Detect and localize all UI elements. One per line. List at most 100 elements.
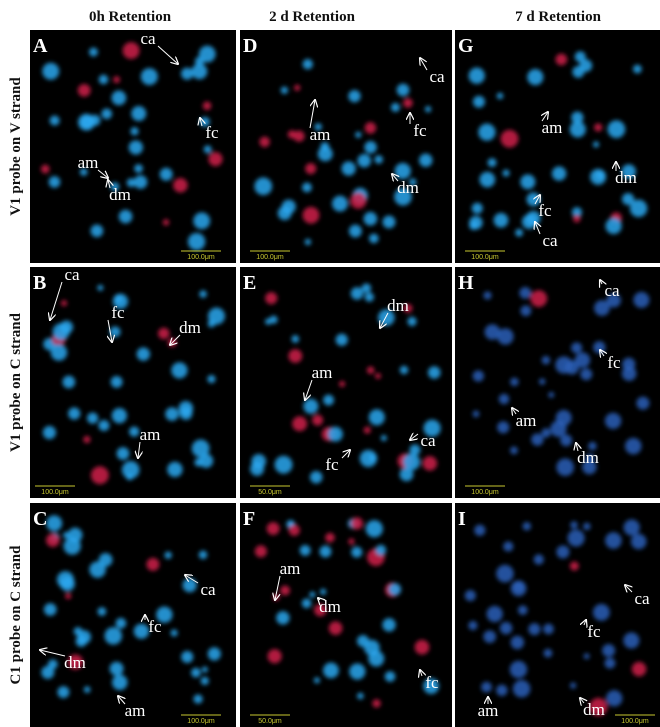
cell: [314, 123, 322, 131]
cell: [636, 396, 650, 410]
cell: [522, 522, 532, 531]
cell: [580, 368, 593, 381]
cell: [162, 219, 170, 226]
cell: [254, 177, 273, 196]
cell: [363, 426, 371, 434]
cell: [83, 435, 91, 444]
cell: [527, 69, 544, 86]
annotation: dm: [319, 597, 341, 616]
cell: [483, 291, 492, 300]
cell: [97, 284, 104, 291]
panel-letter: E: [243, 272, 256, 294]
cell: [52, 323, 70, 341]
cells: [254, 517, 440, 708]
cell: [414, 639, 430, 655]
cell: [496, 92, 504, 100]
cell: [62, 531, 70, 539]
cell: [569, 682, 577, 689]
cell: [288, 349, 303, 363]
cell: [328, 621, 343, 636]
cell: [572, 65, 585, 78]
cell: [90, 466, 109, 485]
cell: [633, 291, 650, 309]
cell: [267, 649, 282, 664]
cell: [129, 426, 140, 437]
cell: [567, 529, 585, 547]
cell: [605, 217, 622, 235]
cell: [474, 524, 486, 536]
cell: [472, 95, 485, 108]
cell: [47, 659, 58, 670]
cell: [67, 654, 83, 670]
annotation: dm: [387, 296, 409, 315]
annotation: am: [78, 153, 99, 172]
cell: [291, 335, 300, 343]
arrow: [392, 174, 398, 181]
cell: [357, 153, 372, 168]
cell: [133, 623, 150, 639]
cell: [42, 425, 57, 440]
scale-bar-label: 100.0μm: [471, 489, 499, 496]
cell: [363, 211, 378, 226]
cell: [409, 444, 421, 456]
annotation: fc: [205, 123, 219, 142]
cell: [198, 550, 208, 560]
cell: [394, 187, 412, 206]
cell: [301, 598, 312, 609]
cell: [631, 661, 647, 677]
annotation: fc: [111, 303, 125, 322]
cell: [468, 620, 478, 631]
cell: [156, 606, 173, 623]
cell: [574, 51, 586, 63]
column-header: 2 d Retention: [269, 9, 355, 25]
annotation: am: [125, 701, 146, 720]
annotation: fc: [538, 201, 552, 220]
cell: [592, 141, 600, 148]
arrow: [108, 180, 110, 189]
panel-letter: B: [33, 272, 46, 294]
cell: [394, 162, 411, 180]
cell: [130, 127, 139, 136]
cell: [164, 551, 172, 559]
panel-letter: C: [33, 508, 47, 530]
cell: [181, 67, 194, 80]
cell: [500, 129, 519, 148]
cell: [513, 581, 525, 592]
cell: [301, 182, 312, 193]
cell: [109, 661, 124, 676]
cell: [531, 433, 544, 446]
cell: [486, 605, 503, 623]
cell: [113, 76, 121, 84]
cell: [116, 447, 130, 460]
annotation: am: [280, 559, 301, 578]
cell: [293, 130, 305, 142]
cell: [250, 461, 265, 476]
cell: [303, 398, 319, 414]
cell: [83, 686, 91, 693]
cell: [309, 470, 323, 484]
cell: [305, 163, 317, 175]
cell: [170, 629, 178, 637]
panel-letter: A: [33, 35, 48, 57]
cell: [79, 168, 88, 176]
arrow: [97, 169, 108, 178]
cell: [90, 224, 104, 238]
cell: [48, 176, 61, 188]
panel-letter: I: [458, 508, 466, 530]
cell: [468, 67, 485, 84]
annotation: am: [478, 701, 499, 720]
cell: [60, 300, 68, 307]
arrow: [185, 575, 199, 584]
cell: [317, 146, 333, 162]
cell: [314, 603, 327, 617]
cell: [167, 461, 183, 478]
cell: [62, 375, 76, 389]
cell: [624, 437, 642, 455]
arrow: [380, 312, 389, 328]
cell: [374, 372, 381, 379]
cell: [288, 524, 300, 536]
micrograph: [455, 267, 660, 498]
annotation: fc: [607, 353, 621, 372]
